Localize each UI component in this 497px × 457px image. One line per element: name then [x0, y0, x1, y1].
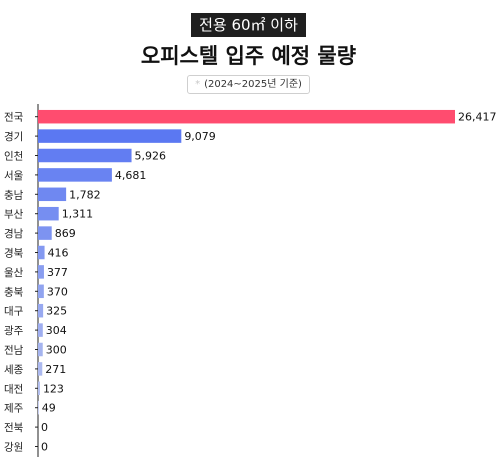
value-label: 304 — [46, 324, 67, 337]
bar — [38, 168, 112, 182]
subtitle-box: * (2024~2025년 기준) — [0, 75, 497, 94]
bar — [38, 187, 67, 202]
value-label: 271 — [45, 363, 66, 376]
value-label: 9,079 — [184, 130, 216, 143]
category-label: 제주 — [4, 403, 24, 415]
category-label: 경기 — [4, 130, 23, 143]
page-title: 오피스텔 입주 예정 물량 — [140, 44, 357, 68]
bar — [38, 284, 44, 299]
category-label: 대전 — [4, 383, 23, 395]
bar — [38, 323, 43, 337]
value-label: 0 — [41, 441, 48, 454]
bar — [38, 109, 455, 124]
category-label: 대구 — [4, 306, 24, 318]
category-label: 서울 — [4, 170, 24, 182]
category-label: 부산 — [4, 209, 24, 221]
category-label: 강원 — [4, 442, 23, 454]
category-label: 광주 — [4, 325, 24, 337]
value-label: 0 — [41, 421, 48, 434]
category-label: 충남 — [4, 189, 24, 201]
header-badge: 전용 60㎡ 이하 — [0, 13, 497, 37]
bar — [38, 400, 39, 415]
value-label: 123 — [43, 382, 64, 395]
value-label: 377 — [47, 266, 68, 279]
value-label: 1,311 — [62, 208, 94, 221]
bar — [38, 226, 52, 240]
bar — [38, 362, 43, 376]
bar — [38, 129, 182, 143]
value-label: 1,782 — [69, 188, 101, 201]
value-label: 300 — [46, 344, 67, 357]
category-label: 전북 — [4, 422, 24, 434]
bar — [38, 303, 44, 318]
value-label: 26,417 — [458, 111, 497, 124]
category-label: 경남 — [4, 227, 24, 240]
header-badge-text: 전용 60㎡ 이하 — [191, 13, 306, 37]
category-label: 전국 — [4, 112, 24, 124]
value-label: 869 — [55, 227, 76, 240]
subtitle-text: (2024~2025년 기준) — [204, 79, 302, 90]
category-label: 전남 — [4, 345, 24, 357]
subtitle-marker: * — [195, 79, 201, 90]
value-label: 370 — [47, 285, 68, 298]
bar — [38, 381, 40, 396]
bar — [38, 206, 59, 221]
bar — [38, 342, 43, 357]
value-label: 416 — [48, 247, 69, 260]
value-label: 49 — [42, 402, 56, 415]
value-label: 5,926 — [135, 150, 167, 163]
bar — [38, 265, 44, 279]
category-label: 울산 — [4, 267, 24, 279]
category-label: 충북 — [4, 286, 24, 298]
category-label: 인천 — [4, 151, 23, 163]
category-label: 경북 — [4, 247, 24, 260]
bar — [38, 245, 45, 260]
value-label: 325 — [46, 305, 67, 318]
bar — [38, 148, 132, 163]
value-label: 4,681 — [115, 169, 146, 182]
category-label: 세종 — [4, 364, 24, 376]
